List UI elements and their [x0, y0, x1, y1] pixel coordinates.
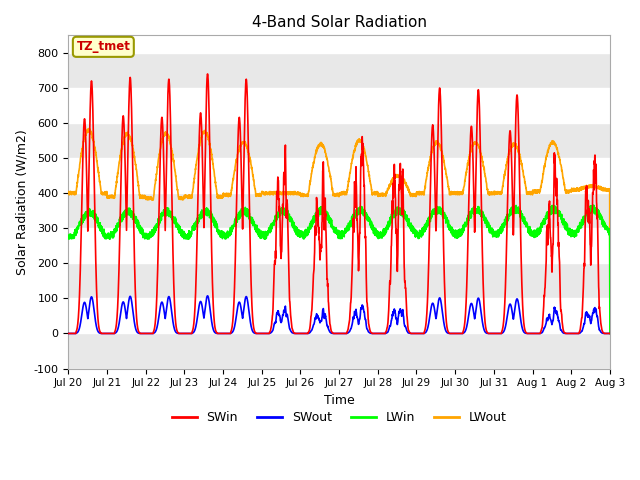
- Bar: [68, 334, 610, 369]
- Title: 4-Band Solar Radiation: 4-Band Solar Radiation: [252, 15, 427, 30]
- Legend: SWin, SWout, LWin, LWout: SWin, SWout, LWin, LWout: [166, 406, 511, 429]
- Text: TZ_tmet: TZ_tmet: [76, 40, 131, 53]
- Y-axis label: Solar Radiation (W/m2): Solar Radiation (W/m2): [15, 129, 28, 275]
- X-axis label: Time: Time: [324, 394, 355, 407]
- Bar: [68, 123, 610, 158]
- Bar: [68, 264, 610, 299]
- Bar: [68, 193, 610, 228]
- Bar: [68, 53, 610, 88]
